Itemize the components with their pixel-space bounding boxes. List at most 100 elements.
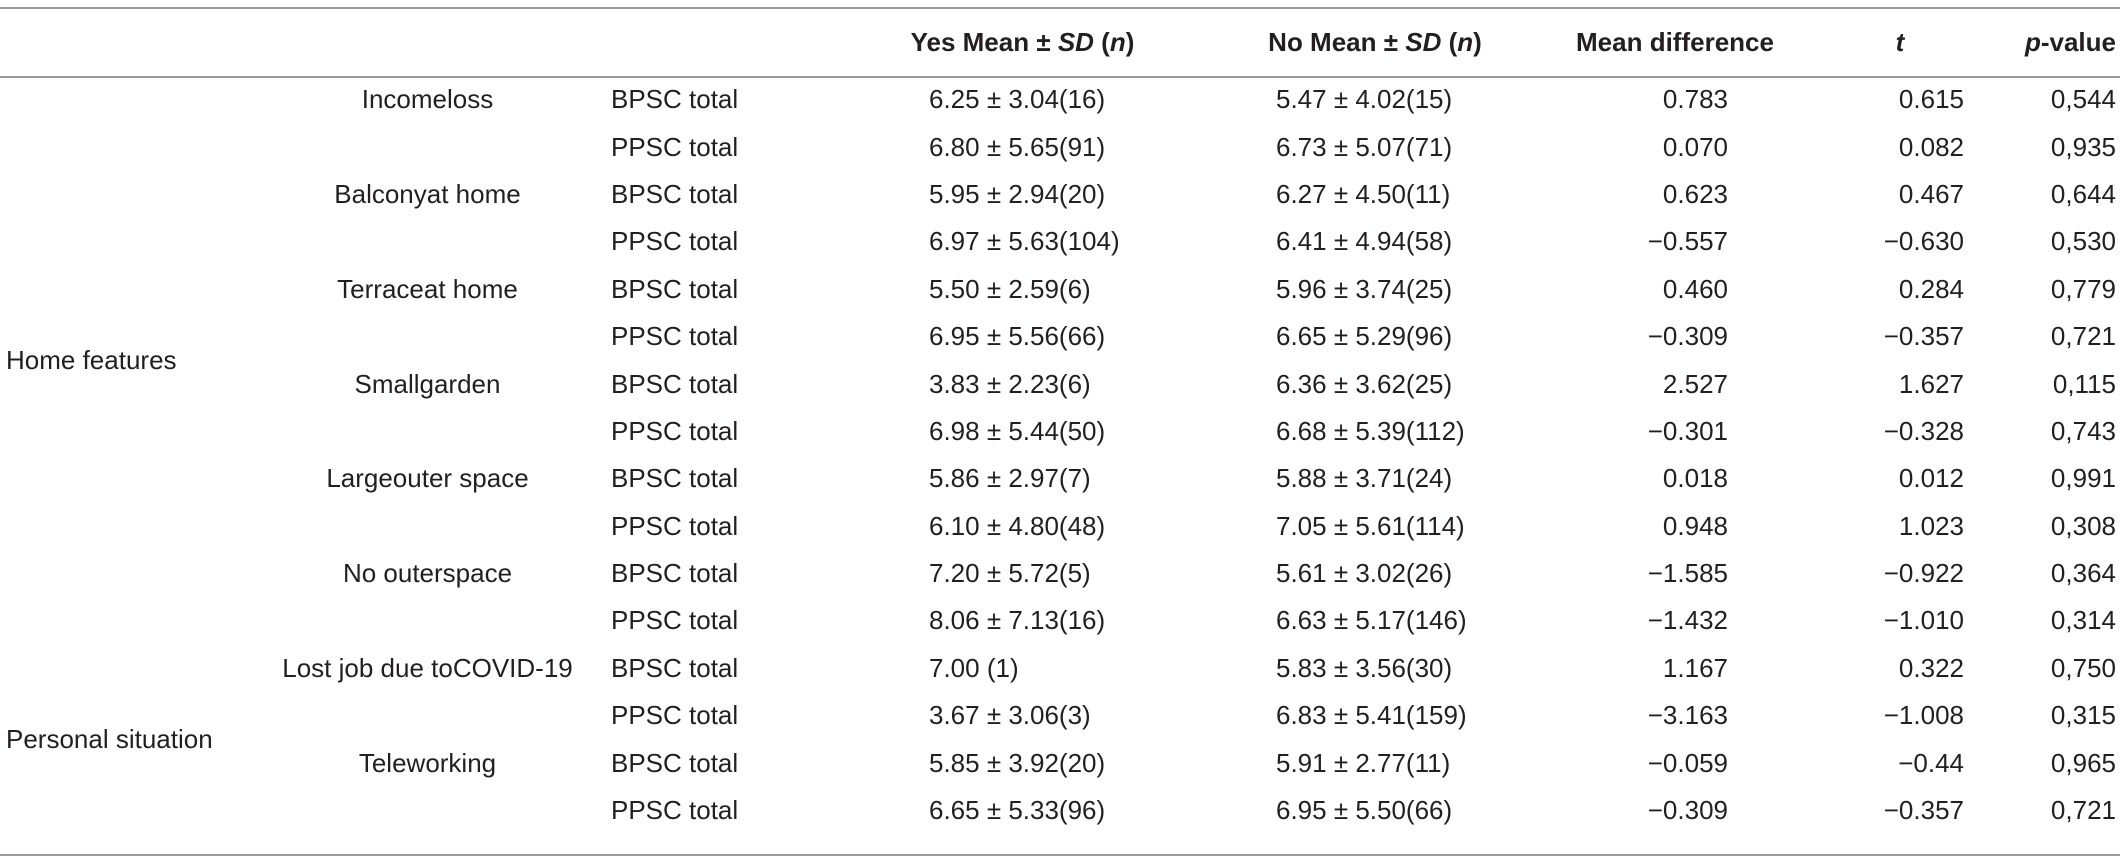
t-value: −0.328 [1883,415,1964,446]
feature-label [250,218,605,265]
header-no-n: n [1457,27,1474,57]
table-row: PPSC total 3.67 ± 3.06(3) 6.83 ± 5.41(15… [0,692,2120,739]
table-row: Teleworking BPSC total 5.85 ± 3.92(20) 5… [0,739,2120,786]
scale-label: PPSC total [611,131,739,162]
table-row: PPSC total 6.80 ± 5.65(91) 6.73 ± 5.07(7… [0,123,2120,170]
table-row: Smallgarden BPSC total 3.83 ± 2.23(6) 6.… [0,360,2120,407]
yes-value: 8.06 ± 7.13(16) [929,605,1106,636]
feature-label [250,503,605,550]
yes-value: 5.50 ± 2.59(6) [929,273,1091,304]
table-header-rule [0,76,2120,78]
header-mean-difference: Mean difference [1576,27,1774,57]
p-value: 0,721 [2050,321,2116,352]
scale-label: BPSC total [611,747,739,778]
yes-value: 6.10 ± 4.80(48) [929,510,1106,541]
mean-difference-value: −0.309 [1647,321,1728,352]
table-row: Largeouter space BPSC total 5.86 ± 2.97(… [0,455,2120,502]
no-value: 5.88 ± 3.71(24) [1276,463,1453,494]
header-t: t [1800,9,2000,76]
feature-label [250,123,605,170]
no-value: 5.91 ± 2.77(11) [1276,747,1451,778]
scale-label: BPSC total [611,273,739,304]
scale-label: PPSC total [611,700,739,731]
p-value: 0,991 [2050,463,2116,494]
p-value: 0,314 [2050,605,2116,636]
no-value: 5.61 ± 3.02(26) [1276,558,1453,589]
scale-label: BPSC total [611,84,739,115]
p-value: 0,750 [2050,652,2116,683]
feature-label [250,787,605,834]
table-row: PPSC total 6.97 ± 5.63(104) 6.41 ± 4.94(… [0,218,2120,265]
scale-label: PPSC total [611,415,739,446]
yes-value: 6.25 ± 3.04(16) [929,84,1106,115]
yes-value: 5.86 ± 2.97(7) [929,463,1091,494]
yes-value: 5.85 ± 3.92(20) [929,747,1106,778]
no-value: 6.36 ± 3.62(25) [1276,368,1453,399]
t-value: −1.010 [1883,605,1964,636]
table-row: PPSC total 6.95 ± 5.56(66) 6.65 ± 5.29(9… [0,313,2120,360]
mean-difference-value: 1.167 [1662,652,1728,683]
mean-difference-value: −0.309 [1647,795,1728,826]
table-row: Home features Incomeloss BPSC total 6.25… [0,76,2120,375]
t-value: −0.922 [1883,558,1964,589]
p-value: 0,115 [2052,368,2116,399]
results-table: Yes Mean ± SD (n) No Mean ± SD (n) Mean … [0,9,2120,834]
mean-difference-value: 0.623 [1662,178,1728,209]
feature-label: Terraceat home [337,273,518,304]
yes-value: 5.95 ± 2.94(20) [929,178,1106,209]
t-value: 0.467 [1898,178,1964,209]
p-value: 0,308 [2050,510,2116,541]
mean-difference-value: −1.585 [1647,558,1728,589]
yes-value: 3.67 ± 3.06(3) [929,700,1091,731]
group-personal-situation: Personal situation [6,723,213,754]
p-value: 0,530 [2050,226,2116,257]
no-value: 6.68 ± 5.39(112) [1276,415,1465,446]
header-yes-close: ) [1125,27,1135,57]
header-yes: Yes Mean ± SD (n) [845,9,1200,76]
t-value: 1.023 [1898,510,1964,541]
header-p-value: p-value [2000,9,2120,76]
p-value: 0,364 [2050,558,2116,589]
yes-value: 6.98 ± 5.44(50) [929,415,1106,446]
t-value: −0.357 [1883,321,1964,352]
table-row: No outerspace BPSC total 7.20 ± 5.72(5) … [0,550,2120,597]
header-scale [605,9,845,76]
feature-label [250,408,605,455]
yes-value: 6.95 ± 5.56(66) [929,321,1106,352]
p-value: 0,315 [2050,700,2116,731]
header-yes-open: ( [1093,27,1110,57]
table-top-rule [0,7,2120,9]
no-value: 5.96 ± 3.74(25) [1276,273,1453,304]
header-feature [250,9,605,76]
feature-label: No outerspace [342,558,513,589]
header-no-prefix: No Mean ± [1268,27,1406,57]
t-value: 0.322 [1898,652,1964,683]
t-value: 0.082 [1898,131,1964,162]
mean-difference-value: −0.301 [1647,415,1728,446]
feature-label: Balconyat home [334,178,521,209]
mean-difference-value: −1.432 [1647,605,1728,636]
no-value: 6.73 ± 5.07(71) [1276,131,1453,162]
feature-label: Largeouter space [326,463,529,494]
scale-label: PPSC total [611,605,739,636]
header-no-open: ( [1441,27,1458,57]
header-group [0,9,250,76]
yes-value: 6.97 ± 5.63(104) [929,226,1120,257]
t-value: 0.615 [1898,84,1964,115]
scale-label: PPSC total [611,510,739,541]
scale-label: BPSC total [611,652,739,683]
header-no: No Mean ± SD (n) [1200,9,1550,76]
t-value: −0.630 [1883,226,1964,257]
table-row: Balconyat home BPSC total 5.95 ± 2.94(20… [0,171,2120,218]
table-row: PPSC total 6.65 ± 5.33(96) 6.95 ± 5.50(6… [0,787,2120,834]
mean-difference-value: 0.460 [1662,273,1728,304]
table-bottom-rule [0,854,2120,856]
no-value: 6.65 ± 5.29(96) [1276,321,1453,352]
yes-value: 3.83 ± 2.23(6) [929,368,1091,399]
p-value: 0,721 [2050,795,2116,826]
no-value: 6.83 ± 5.41(159) [1276,700,1467,731]
yes-value: 7.20 ± 5.72(5) [929,558,1091,589]
mean-difference-value: −0.557 [1647,226,1728,257]
no-value: 5.47 ± 4.02(15) [1276,84,1453,115]
